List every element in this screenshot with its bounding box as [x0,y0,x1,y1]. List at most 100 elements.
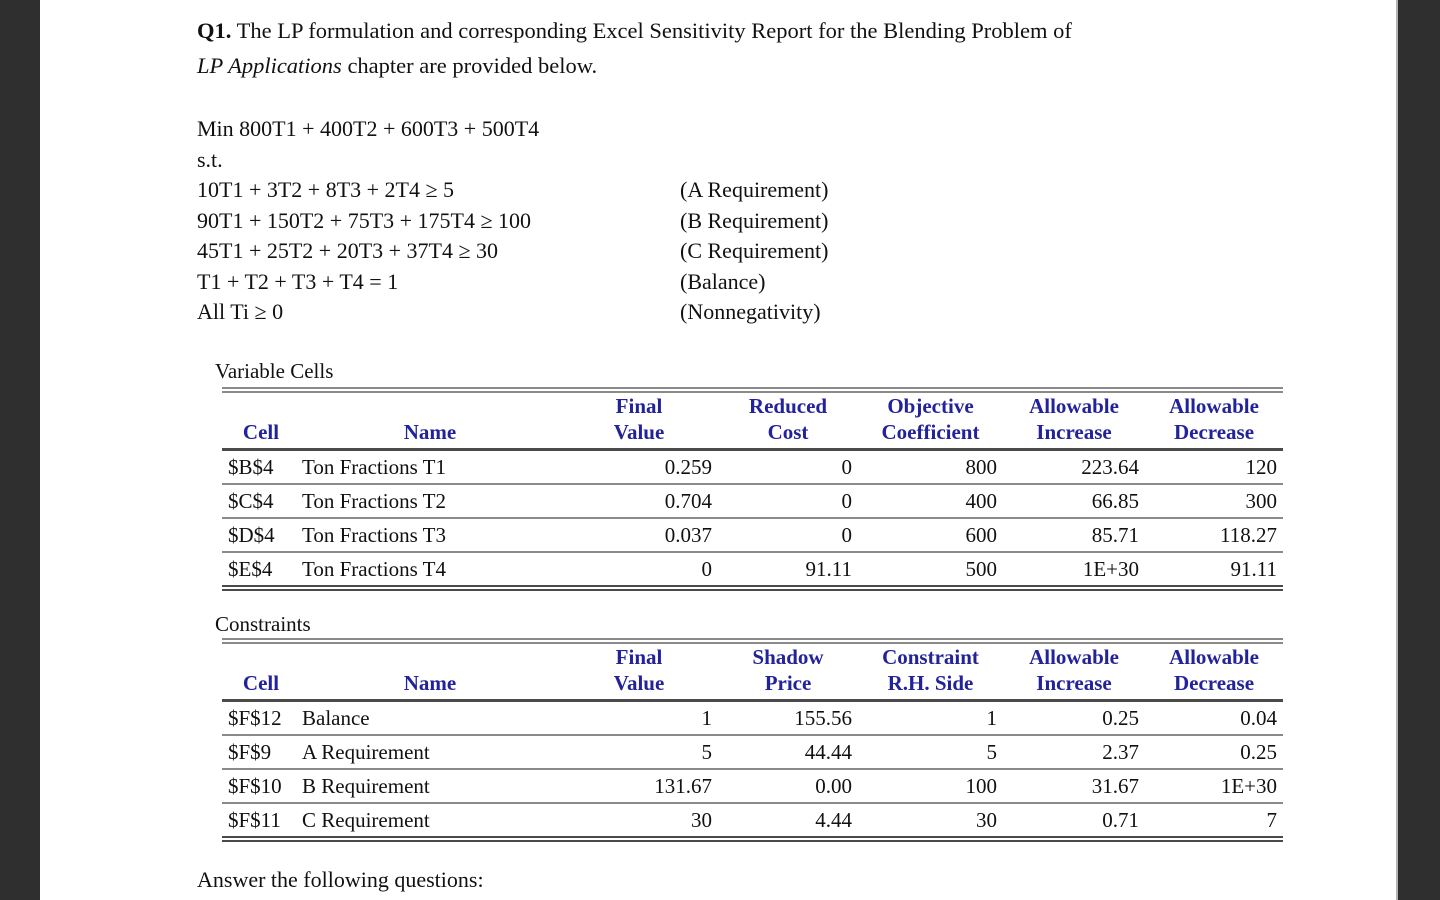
table-cell: 1 [858,700,1003,736]
table-cell: 85.71 [1003,518,1145,553]
title-text-1: The LP formulation and corresponding Exc… [231,18,1072,43]
table-cell: 1E+30 [1082,557,1139,581]
title-line-1: Q1. The LP formulation and corresponding… [197,13,1072,48]
header-cell: Cell [222,390,300,451]
constraint-line-balance: T1 + T2 + T3 + T4 = 1 (Balance) [197,267,1197,298]
table-cell: 800 [858,449,1003,485]
table-row: $F$10 B Requirement 131.67 0.00 100 31.6… [222,769,1283,804]
variable-cells-table: Cell Name Final Value Reduced Cost Objecti… [222,387,1283,591]
table-cell: 0 [718,484,858,519]
table-cell: Ton Fractions T2 [300,484,560,519]
constraint-line-c: 45T1 + 25T2 + 20T3 + 37T4 ≥ 30 (C Requir… [197,236,1197,267]
document-page: Q1. The LP formulation and corresponding… [40,0,1398,900]
table-row: $F$9 A Requirement 5 44.44 5 2.37 0.25 [222,735,1283,770]
header-objective-coefficient: Objective Coefficient [858,390,1003,451]
table-cell: 100 [858,769,1003,804]
table-cell: Balance [300,700,560,736]
header-reduced-cost: Reduced Cost [718,390,858,451]
table-cell: C Requirement [302,808,430,832]
header-allowable-decrease: Allowable Decrease [1145,641,1283,702]
header-final-value: Final Value [560,641,718,702]
table-cell: 7 [1266,808,1278,832]
table-cell: 155.56 [718,700,858,736]
constraint-label: (Balance) [680,268,766,294]
table-cell: $F$9 [222,735,300,770]
table-cell: 5 [560,735,718,770]
constraint-line-nonneg: All Ti ≥ 0 (Nonnegativity) [197,297,1197,328]
table-cell: 31.67 [1003,769,1145,804]
header-constraint-rhs: Constraint R.H. Side [858,641,1003,702]
table-cell: $F$11 [228,808,281,832]
table-row: $B$4 Ton Fractions T1 0.259 0 800 223.64… [222,449,1283,485]
table-cell: 118.27 [1145,518,1283,553]
subject-to: s.t. [197,146,223,172]
table-cell: B Requirement [300,769,560,804]
table-cell: 0.704 [560,484,718,519]
title-text-2: chapter are provided below. [341,53,598,78]
table-cell: 0 [718,518,858,553]
constraint-expr: 90T1 + 150T2 + 75T3 + 175T4 ≥ 100 [197,207,532,233]
question-number: Q1. [197,18,232,43]
table-cell: 0.04 [1145,700,1283,736]
table-cell: $E$4 [228,557,273,581]
table-cell: 1 [560,700,718,736]
constraints-section-title: Constraints [215,612,311,636]
table-row: $F$12 Balance 1 155.56 1 0.25 0.04 [222,700,1283,736]
header-row: Cell Name Final Value Reduced Cost Objecti… [222,390,1283,451]
constraints-table: Cell Name Final Value Shadow Price Constra… [222,638,1283,842]
table-cell: 30 [691,808,712,832]
table-cell: 1E+30 [1145,769,1283,804]
table-cell: 300 [1145,484,1283,519]
constraint-expr: All Ti ≥ 0 [197,299,284,324]
header-shadow-price: Shadow Price [718,641,858,702]
table-cell: 120 [1145,449,1283,485]
table-cell: A Requirement [300,735,560,770]
constraint-label: (A Requirement) [680,177,829,202]
constraint-expr: T1 + T2 + T3 + T4 = 1 [197,268,399,294]
table-cell: $F$10 [222,769,300,804]
answer-prompt: Answer the following questions: [197,867,484,892]
header-row: Cell Name Final Value Shadow Price Constra… [222,641,1283,702]
table-cell: Ton Fractions T4 [302,557,446,581]
table-cell: 0.25 [1145,735,1283,770]
question-title: Q1. The LP formulation and corresponding… [197,13,1072,83]
table-cell: 44.44 [718,735,858,770]
table-row: $E$4 Ton Fractions T4 0 91.11 500 1E+30 … [222,552,1283,588]
table-cell: 0.00 [718,769,858,804]
header-name: Name [300,390,560,451]
table-cell: 0.25 [1003,700,1145,736]
table-cell: Ton Fractions T3 [300,518,560,553]
header-allowable-increase: Allowable Increase [1003,641,1145,702]
constraint-label: (B Requirement) [680,207,829,233]
title-italic-chapter: LP Applications [197,53,342,78]
lp-formulation: Min 800T1 + 400T2 + 600T3 + 500T4 s.t. 1… [197,114,1197,328]
header-final-value: Final Value [560,390,718,451]
table-cell: 91.11 [805,557,852,581]
table-cell: 0 [718,449,858,485]
constraint-label: (C Requirement) [680,238,829,263]
constraint-expr: 10T1 + 3T2 + 8T3 + 2T4 ≥ 5 [197,177,455,202]
table-cell: 131.67 [560,769,718,804]
title-line-2: LP Applications chapter are provided bel… [197,48,1072,83]
table-cell: $B$4 [222,449,300,485]
table-cell: 0.037 [560,518,718,553]
table-cell: 30 [976,808,997,832]
table-cell: Ton Fractions T1 [300,449,560,485]
constraint-label: (Nonnegativity) [680,299,821,324]
table-cell: $C$4 [222,484,300,519]
table-cell: 223.64 [1003,449,1145,485]
header-name: Name [300,641,560,702]
table-cell: 2.37 [1003,735,1145,770]
table-cell: 4.44 [815,808,852,832]
table-row: $F$11 C Requirement 30 4.44 30 0.71 7 [222,803,1283,839]
table-cell: 400 [858,484,1003,519]
table-cell: 0.71 [1102,808,1139,832]
objective-function: Min 800T1 + 400T2 + 600T3 + 500T4 [197,116,540,141]
table-cell: 0.259 [560,449,718,485]
table-cell: $F$12 [222,700,300,736]
variable-cells-section-title: Variable Cells [215,359,334,383]
constraint-line-b: 90T1 + 150T2 + 75T3 + 175T4 ≥ 100 (B Req… [197,206,1197,237]
table-cell: $D$4 [222,518,300,553]
table-cell: 66.85 [1003,484,1145,519]
